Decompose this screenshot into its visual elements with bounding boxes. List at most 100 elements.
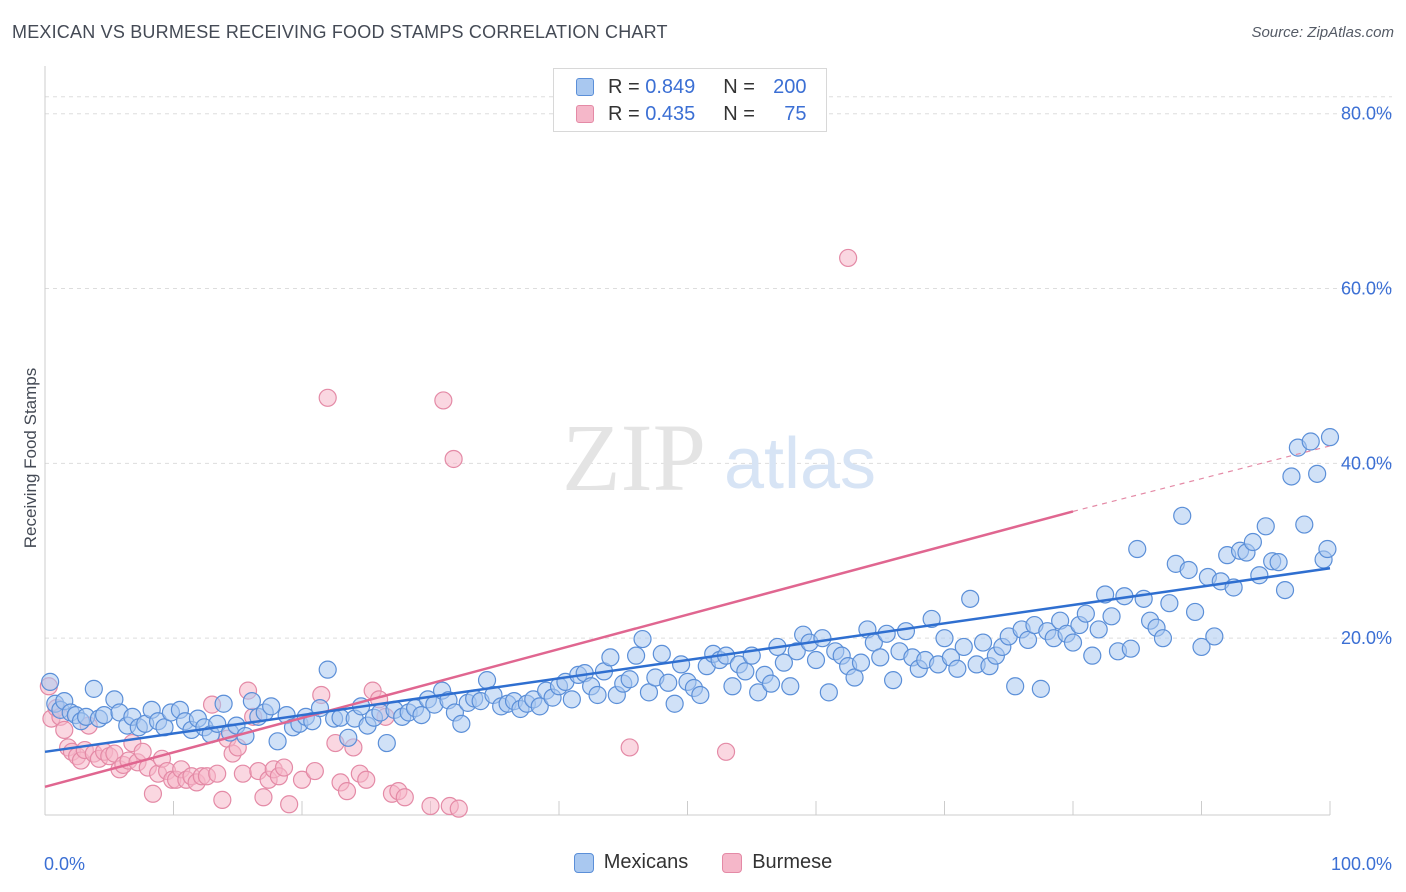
mexicans-point-194 <box>1295 515 1314 534</box>
mexicans-point-80 <box>562 690 581 709</box>
burmese-point-4 <box>55 720 74 740</box>
mexicans-point-149 <box>1006 677 1025 696</box>
mexicans-n-value: 200 <box>773 75 807 98</box>
stats-legend: R = 0.849 N = 200 R = 0.435 N = 75 <box>553 68 827 132</box>
burmese-point-72 <box>620 738 639 757</box>
mexicans-point-84 <box>588 685 607 705</box>
mexicans-point-160 <box>1076 604 1095 623</box>
mexicans-trend-line <box>44 567 1331 754</box>
grid-lines <box>45 96 1392 639</box>
mexicans-point-192 <box>1282 467 1301 486</box>
legend-item-burmese: Burmese <box>722 851 832 874</box>
mexicans-point-120 <box>819 683 838 702</box>
mexicans-point-188 <box>1256 517 1275 536</box>
burmese-point-73 <box>716 742 736 761</box>
mexicans-point-115 <box>787 642 806 661</box>
burmese-point-68 <box>434 391 453 410</box>
mexicans-point-129 <box>877 624 896 643</box>
mexicans-point-158 <box>1063 633 1083 652</box>
chart-title: MEXICAN VS BURMESE RECEIVING FOOD STAMPS… <box>12 22 668 42</box>
x-tick-label-max: 100.0% <box>1331 854 1392 874</box>
burmese-point-49 <box>274 758 294 777</box>
burmese-point-51 <box>292 770 312 789</box>
mexicans-swatch <box>576 78 594 96</box>
mexicans-point-140 <box>948 659 967 678</box>
mexicans-point-173 <box>1160 594 1179 613</box>
mexicans-point-176 <box>1179 560 1198 580</box>
mexicans-point-107 <box>736 662 755 681</box>
mexicans-point-36 <box>268 732 287 751</box>
source-credit: Source: ZipAtlas.com <box>1251 24 1394 41</box>
mexicans-point-186 <box>1243 532 1263 552</box>
legend-swatch-burmese <box>722 852 743 873</box>
mexicans-point-128 <box>871 648 890 667</box>
burmese-point-50 <box>280 795 299 814</box>
mexicans-point-199 <box>1320 428 1340 447</box>
mexicans-point-119 <box>813 629 832 648</box>
mexicans-point-97 <box>671 655 691 674</box>
burmese-point-57 <box>337 782 357 801</box>
burmese-point-41 <box>233 764 252 783</box>
mexicans-point-94 <box>652 644 671 664</box>
mexicans-point-111 <box>761 674 781 693</box>
mexicans-point-109 <box>749 683 768 702</box>
mexicans-point-105 <box>723 677 742 696</box>
mexicans-point-180 <box>1205 627 1224 646</box>
burmese-trend-line <box>44 510 1074 788</box>
mexicans-point-43 <box>318 660 337 679</box>
y-tick-label-0: 20.0% <box>1341 628 1392 648</box>
mexicans-r-value: 0.849 <box>645 75 696 98</box>
mexicans-point-75 <box>530 697 549 716</box>
series-legend: Mexicans Burmese <box>0 851 1406 874</box>
mexicans-point-142 <box>961 589 980 608</box>
burmese-point-23 <box>143 784 163 803</box>
burmese-swatch <box>576 105 594 123</box>
legend-item-mexicans: Mexicans <box>573 851 689 874</box>
mexicans-r-label: R = <box>608 75 646 98</box>
mexicans-point-164 <box>1102 607 1121 626</box>
mexicans-point-28 <box>214 694 233 713</box>
mexicans-point-178 <box>1192 637 1211 657</box>
mexicans-point-8 <box>84 679 103 698</box>
mexicans-point-132 <box>896 622 916 641</box>
mexicans-point-100 <box>691 685 710 705</box>
burmese-point-74 <box>839 248 858 268</box>
burmese-r-value: 0.435 <box>645 102 696 125</box>
mexicans-point-91 <box>633 629 652 649</box>
mexicans-point-144 <box>973 633 993 652</box>
burmese-point-70 <box>444 449 463 469</box>
mexicans-point-162 <box>1089 620 1108 639</box>
burmese-point-54 <box>318 388 337 407</box>
mexicans-point-187 <box>1250 566 1269 585</box>
mexicans-point-195 <box>1301 432 1320 451</box>
legend-row-burmese: R = 0.435 N = 75 <box>576 101 807 127</box>
mexicans-point-31 <box>236 726 255 746</box>
legend-swatch-mexicans <box>573 852 594 873</box>
mexicans-point-175 <box>1173 506 1192 525</box>
x-tick-label-min: 0.0% <box>44 854 85 874</box>
y-tick-label-2: 60.0% <box>1341 279 1392 299</box>
burmese-point-45 <box>254 788 273 807</box>
mexicans-point-130 <box>883 671 903 690</box>
y-tick-label-3: 80.0% <box>1341 104 1392 124</box>
watermark-zip: ZIP <box>562 404 706 511</box>
mexicans-point-86 <box>601 648 620 667</box>
mexicans-point-46 <box>339 728 358 747</box>
mexicans-point-167 <box>1121 639 1140 658</box>
burmese-point-67 <box>421 796 440 816</box>
burmese-point-60 <box>357 770 376 789</box>
mexicans-point-10 <box>95 705 114 725</box>
mexicans-point-35 <box>262 697 281 716</box>
mexicans-point-138 <box>935 629 954 648</box>
trend-lines <box>44 445 1331 788</box>
y-tick-label-1: 40.0% <box>1341 453 1392 473</box>
legend-label-burmese: Burmese <box>752 851 833 873</box>
mexicans-points <box>41 428 1340 753</box>
legend-label-mexicans: Mexicans <box>603 851 689 873</box>
burmese-point-36 <box>208 764 227 783</box>
burmese-r-label: R = <box>608 102 646 125</box>
mexicans-point-113 <box>774 653 793 672</box>
tick-labels: 20.0% 40.0% 60.0% 80.0% 0.0% 100.0% <box>44 104 1392 874</box>
mexicans-point-63 <box>452 714 471 733</box>
